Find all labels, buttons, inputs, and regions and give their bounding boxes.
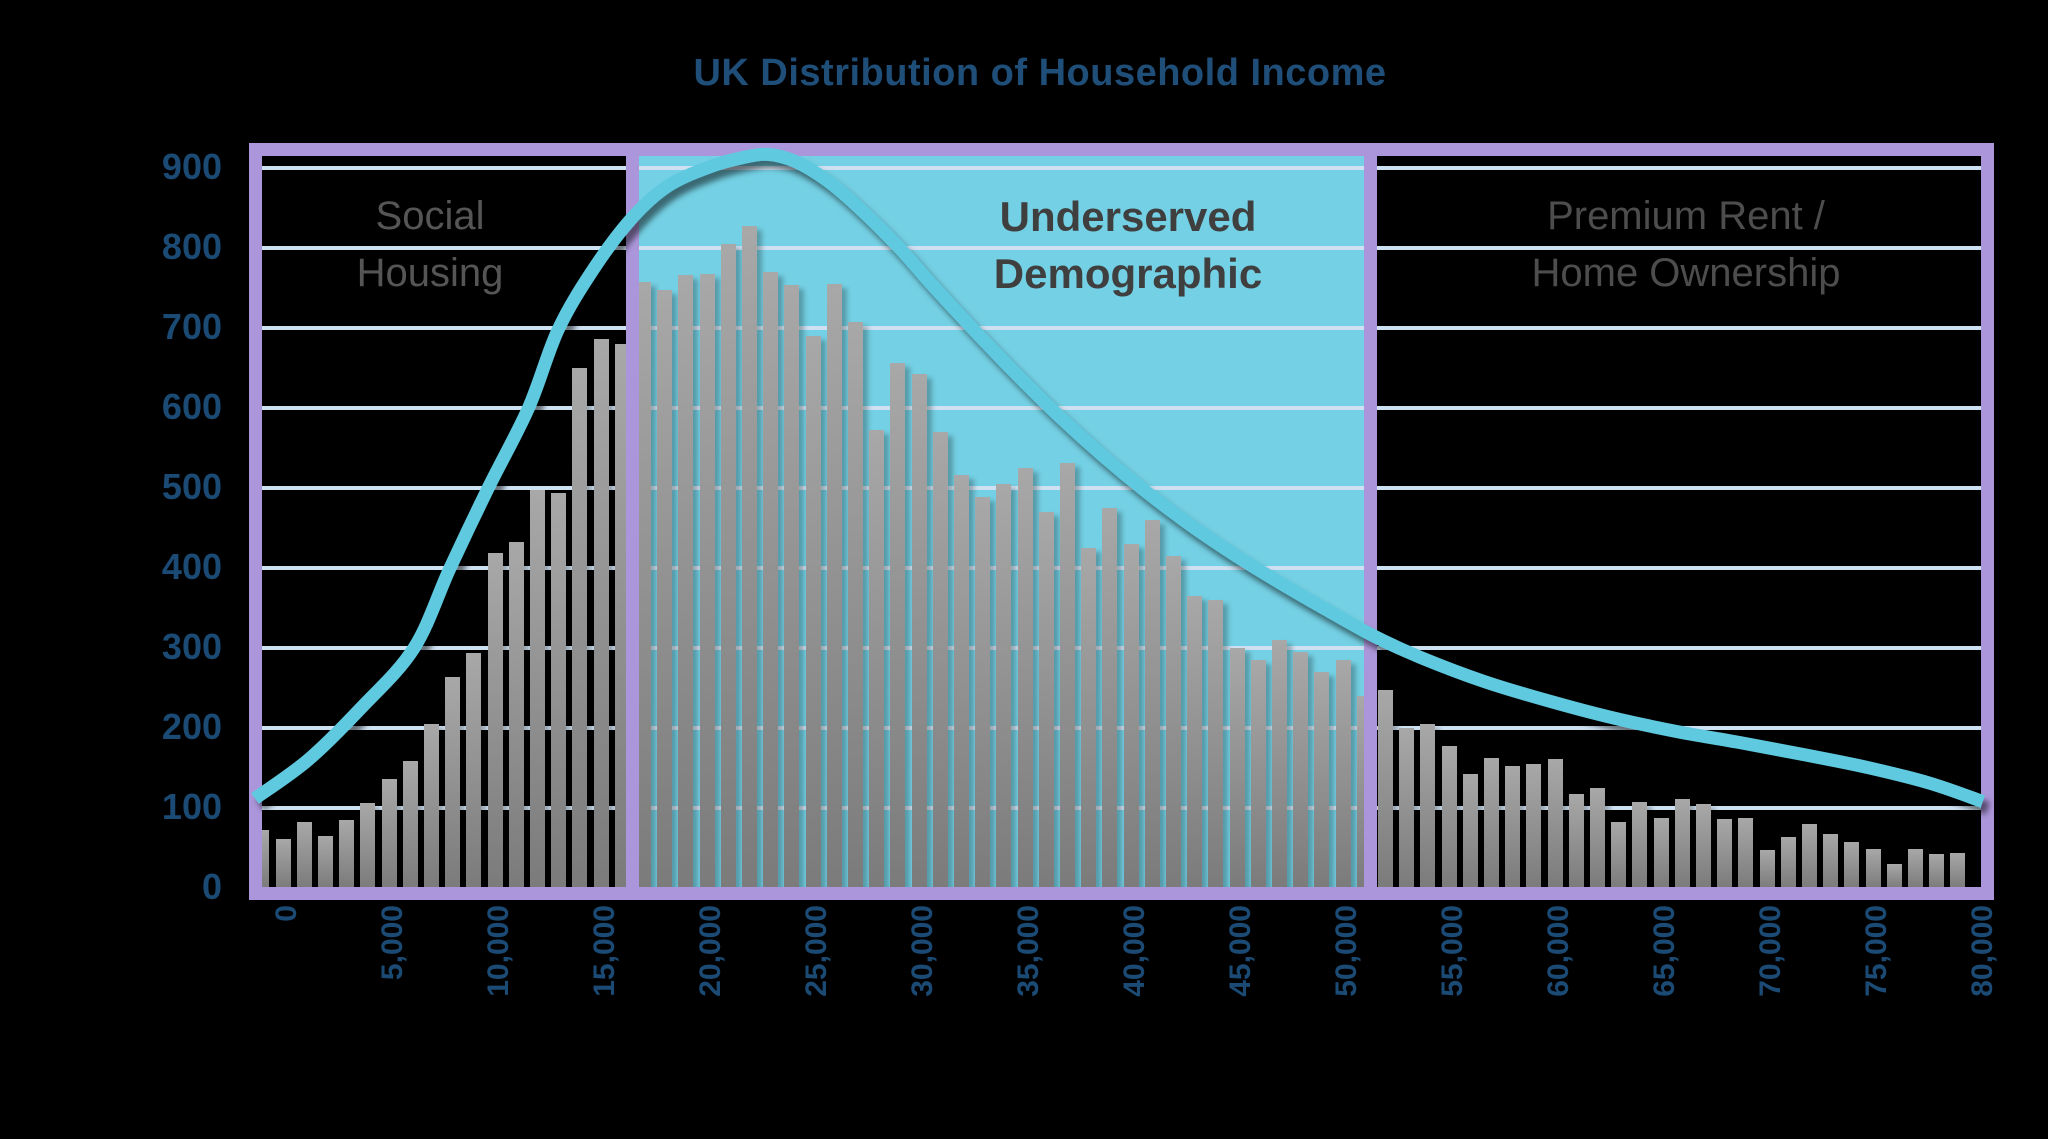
histogram-bar (1886, 864, 1902, 888)
histogram-bar (1865, 848, 1881, 888)
histogram-bar (1568, 794, 1584, 888)
histogram-bar (1759, 849, 1775, 888)
x-tick-label: 60,000 (1542, 905, 1575, 997)
y-tick-label: 700 (161, 306, 222, 347)
region-label-line: Home Ownership (1531, 251, 1841, 295)
x-tick-label: 5,000 (376, 905, 409, 981)
y-tick-label: 200 (161, 706, 222, 747)
histogram-bar (1653, 818, 1669, 888)
x-tick-label: 40,000 (1118, 905, 1151, 997)
region-label-2: Underserved Demographic (808, 188, 1448, 302)
y-tick-label: 800 (161, 226, 222, 267)
histogram-bar (360, 803, 376, 888)
x-tick-label: 80,000 (1966, 905, 1999, 997)
histogram-bar (1802, 824, 1818, 888)
x-tick-label: 70,000 (1754, 905, 1787, 997)
region-label-line: Social (375, 194, 485, 238)
y-tick-label: 100 (161, 786, 222, 827)
region-label-line: Demographic (993, 250, 1263, 297)
region-label-3: Premium Rent / Home Ownership (1366, 188, 2006, 302)
x-tick-label: 35,000 (1012, 905, 1045, 997)
y-tick-label: 0 (201, 866, 222, 907)
x-tick-label: 45,000 (1224, 905, 1257, 997)
histogram-bar (1632, 802, 1648, 888)
x-tick-label: 75,000 (1860, 905, 1893, 997)
histogram-bar (1738, 818, 1754, 888)
x-tick-label: 10,000 (482, 905, 515, 997)
histogram-bar (275, 839, 291, 888)
histogram-bar (1696, 804, 1712, 888)
y-tick-label: 300 (161, 626, 222, 667)
histogram-bar (1717, 819, 1733, 888)
x-tick-label: 15,000 (588, 905, 621, 997)
x-tick-label: 50,000 (1330, 905, 1363, 997)
region-label-1: Social Housing (110, 188, 750, 302)
histogram-bar (1780, 836, 1796, 888)
histogram-bar (1929, 854, 1945, 888)
region-label-line: Underserved (999, 193, 1257, 240)
gridline (255, 806, 1988, 810)
y-tick-label: 400 (161, 546, 222, 587)
histogram-bar (1908, 848, 1924, 888)
x-tick-label: 55,000 (1436, 905, 1469, 997)
x-tick-label: 25,000 (800, 905, 833, 997)
chart-title: UK Distribution of Household Income (693, 52, 1387, 94)
histogram-bar (339, 820, 355, 888)
region-label-line: Housing (356, 251, 504, 295)
histogram-bar (1590, 788, 1606, 888)
x-tick-label: 20,000 (694, 905, 727, 997)
x-tick-label: 65,000 (1648, 905, 1681, 997)
x-tick-label: 0 (270, 905, 303, 922)
histogram-bar (296, 821, 312, 888)
histogram-bar (1674, 799, 1690, 888)
region-label-line: Premium Rent / (1547, 194, 1825, 238)
x-tick-label: 30,000 (906, 905, 939, 997)
histogram-bar (1950, 852, 1966, 888)
y-tick-label: 900 (161, 146, 222, 187)
histogram-bar (1823, 833, 1839, 888)
histogram-bar (1844, 842, 1860, 888)
y-tick-label: 500 (161, 466, 222, 507)
histogram-bar (318, 836, 334, 888)
histogram-bar (1611, 822, 1627, 888)
y-tick-label: 600 (161, 386, 222, 427)
